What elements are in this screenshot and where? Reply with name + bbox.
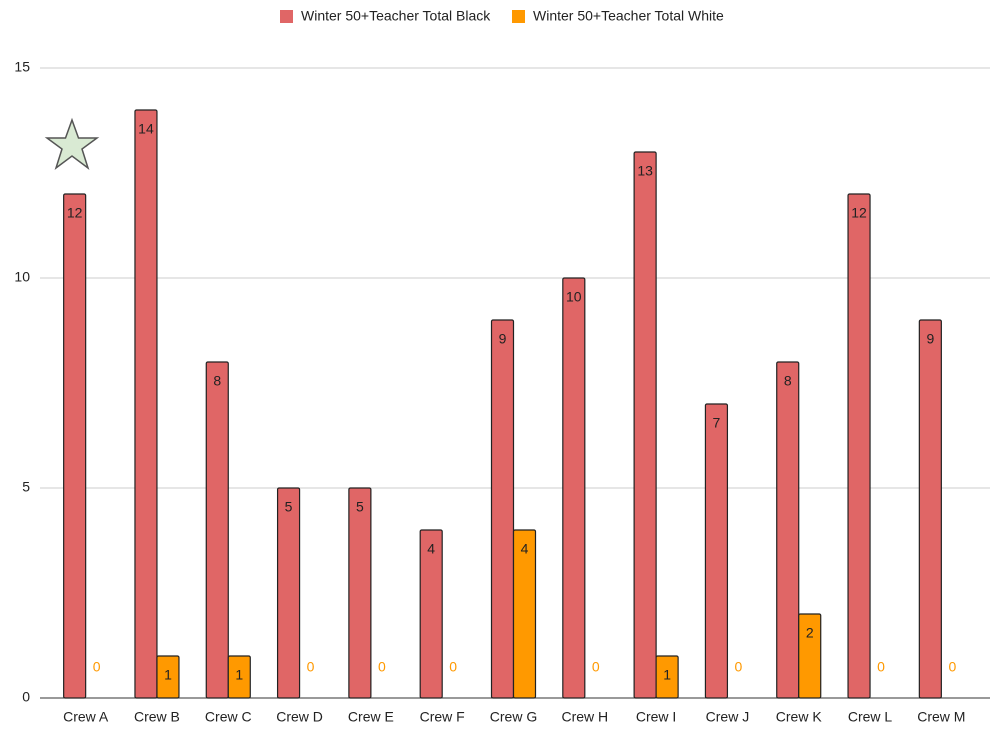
value-label: 1 (164, 667, 172, 683)
bar (918, 319, 942, 699)
value-label: 2 (806, 625, 814, 641)
value-label: 0 (877, 659, 885, 675)
x-tick-label: Crew G (490, 709, 537, 725)
y-tick-label: 10 (14, 269, 30, 285)
x-tick-label: Crew K (776, 709, 823, 725)
value-label: 5 (356, 499, 364, 515)
y-tick-label: 0 (22, 689, 30, 705)
value-label: 7 (713, 415, 721, 431)
value-label: 1 (663, 667, 671, 683)
x-tick-label: Crew C (205, 709, 252, 725)
value-label: 0 (449, 659, 457, 675)
bar (655, 655, 679, 699)
value-label: 4 (427, 541, 435, 557)
bar (63, 193, 87, 699)
x-tick-label: Crew L (848, 709, 893, 725)
legend-label: Winter 50+Teacher Total White (533, 8, 724, 24)
legend-label: Winter 50+Teacher Total Black (301, 8, 491, 24)
legend-swatch (512, 10, 525, 23)
bar (419, 529, 443, 699)
x-tick-label: Crew B (134, 709, 180, 725)
value-label: 0 (307, 659, 315, 675)
value-label: 4 (521, 541, 529, 557)
x-tick-label: Crew M (917, 709, 965, 725)
bar (776, 361, 800, 699)
bar (798, 613, 822, 699)
value-label: 9 (499, 331, 507, 347)
value-label: 10 (566, 289, 582, 305)
bar (156, 655, 180, 699)
y-tick-label: 5 (22, 479, 30, 495)
value-label: 0 (735, 659, 743, 675)
value-label: 12 (67, 205, 83, 221)
bar (704, 403, 729, 699)
value-label: 13 (637, 163, 653, 179)
value-label: 8 (784, 373, 792, 389)
value-label: 12 (851, 205, 867, 221)
value-label: 0 (948, 659, 956, 675)
value-label: 0 (93, 659, 101, 675)
value-label: 0 (592, 659, 600, 675)
x-tick-label: Crew H (561, 709, 608, 725)
y-tick-label: 15 (14, 59, 30, 75)
x-tick-label: Crew J (706, 709, 750, 725)
bar (276, 487, 301, 699)
value-label: 8 (213, 373, 221, 389)
bar (134, 109, 158, 699)
bar (633, 151, 657, 699)
bar (490, 319, 515, 699)
value-label: 0 (378, 659, 386, 675)
x-tick-label: Crew E (348, 709, 394, 725)
value-label: 9 (926, 331, 934, 347)
x-tick-label: Crew D (276, 709, 323, 725)
bar (847, 193, 871, 699)
bar (205, 361, 229, 699)
bar (562, 277, 586, 699)
x-tick-label: Crew F (420, 709, 465, 725)
bar (348, 487, 372, 699)
legend-swatch (280, 10, 293, 23)
x-tick-label: Crew I (636, 709, 676, 725)
x-tick-label: Crew A (63, 709, 109, 725)
value-label: 5 (285, 499, 293, 515)
bar (227, 655, 251, 699)
value-label: 1 (235, 667, 243, 683)
star-icon (44, 117, 100, 171)
value-label: 14 (138, 121, 154, 137)
bar (512, 529, 537, 699)
